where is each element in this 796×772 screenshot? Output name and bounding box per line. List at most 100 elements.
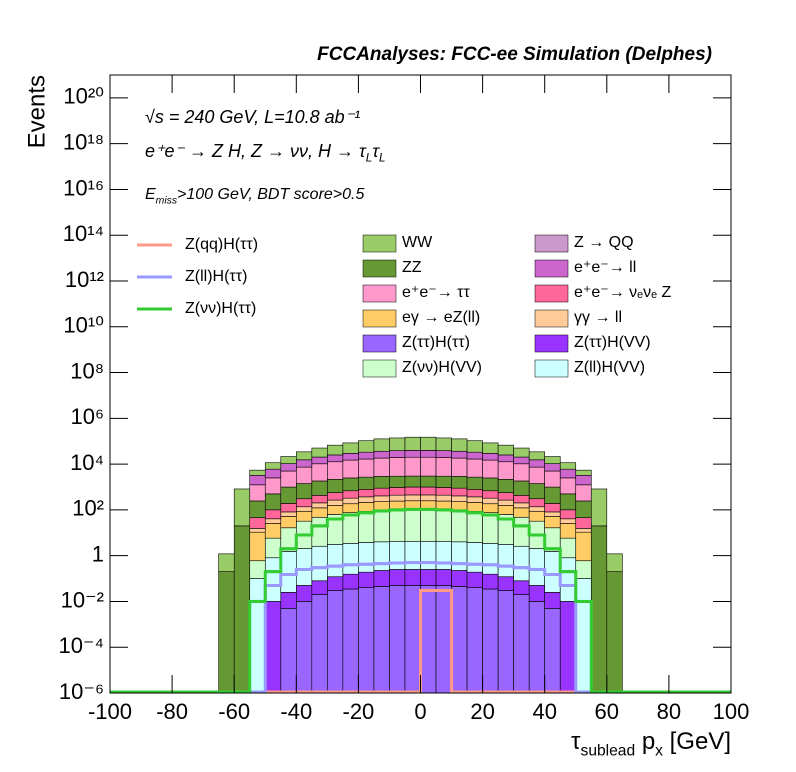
stack-segment (295, 585, 313, 602)
stack-segment (497, 479, 514, 493)
stack-segment (358, 502, 375, 512)
stack-segment (280, 551, 297, 593)
stack-segment (435, 437, 452, 451)
stack-segment (420, 509, 437, 542)
stack-segment (513, 516, 530, 547)
stack-segment (404, 475, 421, 488)
stack-segment (451, 541, 468, 571)
stack-segment (544, 503, 561, 513)
text-part: e⁺e⁻ → Z H, Z → νν, H → τ (145, 141, 367, 161)
legend-label: Z(ll)H(ττ) (185, 268, 247, 285)
stack-segment (482, 497, 499, 505)
stack-segment (358, 587, 375, 693)
y-axis-label: Events (23, 75, 50, 148)
stack-segment (249, 484, 266, 502)
stack-segment (249, 469, 266, 476)
stack-segment (358, 476, 375, 490)
stack-segment (466, 502, 483, 512)
stack-segment (528, 459, 545, 468)
stack-segment (482, 442, 499, 454)
stack-segment (311, 463, 328, 482)
stack-segment (482, 459, 499, 479)
stack-segment (342, 573, 359, 590)
stack-segment (575, 517, 592, 529)
stack-segment (513, 495, 530, 504)
stack-segment (466, 511, 483, 543)
x-tick-label: 0 (414, 699, 426, 724)
stack-segment (264, 468, 282, 479)
x-tick-label: -20 (343, 699, 375, 724)
stack-segment (373, 450, 390, 459)
stack-segment (295, 466, 313, 484)
stack-segment (233, 525, 251, 693)
stack-segment (295, 601, 313, 693)
stack-segment (451, 457, 468, 477)
annotation: Emiss>100 GeV, BDT score>0.5 (145, 186, 364, 206)
stack-segment (342, 588, 359, 693)
stack-segment (280, 486, 297, 504)
subscript: L (379, 151, 386, 164)
y-tick-label: 10⁶ (70, 404, 104, 429)
subscript: x (655, 743, 663, 760)
stack-segment (420, 475, 437, 488)
stack-segment (327, 505, 344, 515)
stack-segment (327, 454, 344, 463)
stack-segment (373, 457, 390, 477)
stack-segment (435, 450, 452, 458)
legend-swatch (362, 284, 397, 303)
stack-segment (435, 487, 452, 496)
stack-segment (497, 444, 514, 456)
legend-label: e⁺e⁻→ ττ (402, 284, 470, 301)
stack-segment (264, 477, 282, 495)
x-tick-label: -100 (88, 699, 132, 724)
stack-segment (311, 580, 328, 595)
stack-segment (497, 576, 514, 591)
stack-segment (606, 553, 623, 572)
stack-segment (311, 594, 328, 693)
stack-segment (528, 498, 545, 508)
stack-segment (249, 560, 266, 579)
y-tick-label: 10¹⁰ (63, 313, 104, 338)
stack-segment (482, 588, 499, 693)
stack-segment (373, 501, 390, 511)
stack-segment (451, 438, 468, 452)
stack-segment (482, 490, 499, 499)
legend-swatch (362, 234, 397, 253)
stack-segment (280, 608, 297, 693)
stack-segment (264, 557, 282, 602)
stack-segment (327, 590, 344, 693)
stack-segment (559, 493, 577, 511)
stack-segment (404, 436, 421, 451)
subscript: miss (156, 195, 177, 206)
stack-segment (575, 578, 592, 693)
legend-swatch (534, 359, 569, 378)
stack-segment (358, 496, 375, 503)
stack-segment (295, 483, 313, 500)
y-tick-label: 1 (92, 541, 104, 566)
stack-segment (513, 502, 530, 509)
stack-segment (435, 569, 452, 586)
stack-segment (575, 469, 592, 476)
text-part: τ (571, 728, 581, 755)
stack-segment (435, 457, 452, 477)
x-tick-label: 100 (713, 699, 750, 724)
y-tick-label: 10² (72, 496, 104, 521)
stack-segment (420, 569, 437, 586)
stack-segment (389, 509, 406, 542)
chart-title: FCCAnalyses: FCC-ee Simulation (Delphes) (317, 44, 712, 65)
stack-segment (373, 438, 390, 452)
legend-label: e⁺e⁻→ ll (574, 259, 636, 276)
stack-segment (497, 590, 514, 693)
stack-segment (513, 594, 530, 693)
stack-segment (404, 456, 421, 477)
stack-segment (389, 457, 406, 477)
stack-segment (559, 477, 577, 495)
stack-segment (559, 509, 577, 520)
stack-segment (559, 557, 577, 602)
stack-segment (264, 462, 282, 470)
stack-segment (373, 495, 390, 502)
legend-swatch (534, 259, 569, 278)
stack-segment (249, 578, 266, 693)
stack-segment (451, 570, 468, 587)
stack-segment (559, 601, 577, 693)
